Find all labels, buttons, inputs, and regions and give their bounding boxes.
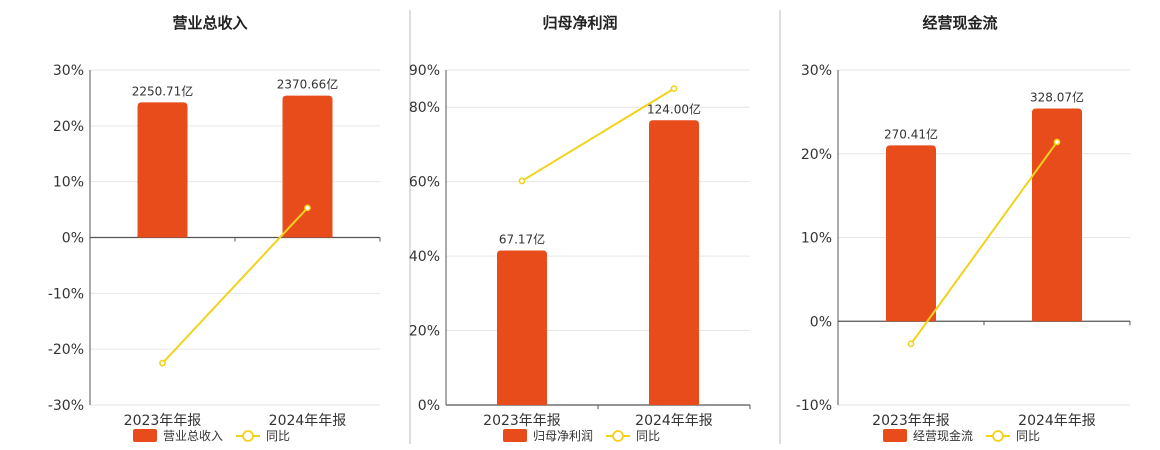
bar-data-label: 270.41亿 <box>884 126 938 141</box>
yoy-line <box>910 141 1058 345</box>
bar-data-label: 124.00亿 <box>647 101 701 116</box>
yoy-point <box>670 85 678 93</box>
x-category-label: 2024年年报 <box>635 413 713 429</box>
x-category-label: 2024年年报 <box>269 413 347 429</box>
y-tick-label: 20% <box>53 119 84 135</box>
yoy-point <box>304 204 311 212</box>
y-tick-label: -30% <box>48 398 84 414</box>
bar <box>282 95 333 238</box>
chart-panel-3: 经营现金流 30% 20% 10% 0% -10% 2023年年报 2024年年报 270.41… <box>796 14 1131 443</box>
legend-label: 经营现金流 <box>913 428 973 443</box>
y-tick-label: 30% <box>53 63 84 79</box>
yoy-point <box>518 177 526 185</box>
chart-title: 归母净利润 <box>542 14 617 32</box>
y-tick-label: 0% <box>418 398 440 414</box>
yoy-line <box>161 207 309 364</box>
bar-data-label: 67.17亿 <box>499 232 545 247</box>
y-tick-label: 10% <box>801 231 832 247</box>
bar <box>1032 108 1082 322</box>
chart-title: 营业总收入 <box>172 14 247 32</box>
x-category-label: 2024年年报 <box>1018 413 1096 429</box>
y-tick-label: 20% <box>409 324 440 340</box>
chart-title: 经营现金流 <box>922 14 997 32</box>
y-tick-label: 60% <box>409 175 440 191</box>
yoy-point <box>907 340 915 348</box>
x-category-label: 2023年年报 <box>124 413 202 429</box>
legend-swatch-marker <box>242 430 254 442</box>
bar-data-label: 328.07亿 <box>1030 90 1084 105</box>
y-tick-label: -10% <box>48 286 84 302</box>
legend-label: 归母净利润 <box>533 429 593 443</box>
legend-swatch-bar <box>503 429 527 442</box>
y-tick-label: 90% <box>409 63 440 79</box>
legend-label: 营业总收入 <box>163 429 223 443</box>
bar <box>497 250 547 405</box>
yoy-point <box>159 359 166 367</box>
y-tick-label: 10% <box>53 175 84 191</box>
bar-data-label: 2250.71亿 <box>132 83 194 98</box>
y-tick-label: 40% <box>409 249 440 265</box>
x-category-label: 2023年年报 <box>483 413 561 429</box>
bar <box>886 145 936 322</box>
legend-swatch-marker <box>992 430 1004 442</box>
y-tick-label: -20% <box>48 342 84 358</box>
y-tick-label: 30% <box>801 63 832 79</box>
y-tick-label: 0% <box>810 314 832 330</box>
legend-label: 同比 <box>266 429 290 443</box>
legend-label: 同比 <box>636 429 660 443</box>
y-tick-label: -10% <box>796 398 832 414</box>
bar <box>137 102 188 238</box>
chart-panel-1: 营业总收入 30% 20% 10% 0% -10% -20% -30% 2023年年报 2024年… <box>48 14 381 443</box>
y-tick-label: 0% <box>62 231 84 247</box>
legend-swatch-bar <box>133 429 157 442</box>
bar-data-label: 2370.66亿 <box>277 77 339 92</box>
chart-panel-2: 归母净利润 90% 80% 60% 40% 20% 0% 2023年年报 2024年年报 67.1… <box>409 14 751 443</box>
legend-swatch-bar <box>883 429 907 442</box>
y-tick-label: 80% <box>409 100 440 116</box>
legend-swatch-marker <box>612 430 624 442</box>
yoy-line <box>521 87 675 182</box>
y-tick-label: 20% <box>801 147 832 163</box>
yoy-point <box>1053 138 1061 146</box>
bar <box>649 120 699 405</box>
x-category-label: 2023年年报 <box>872 413 950 429</box>
legend-label: 同比 <box>1016 429 1040 443</box>
